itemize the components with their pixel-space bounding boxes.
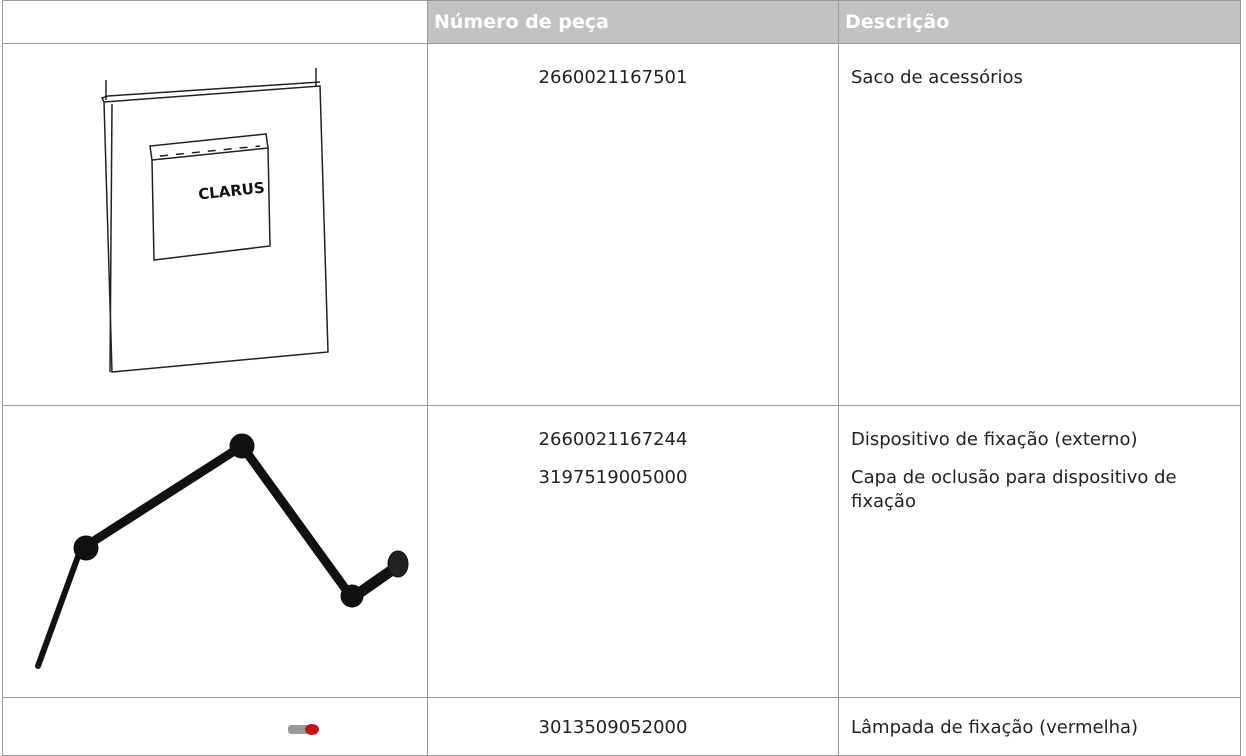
part-number: 3013509052000 [538, 717, 688, 738]
row: 2660021167501 Saco de acessórios [2, 43, 1241, 406]
bag-label: CLARUS [197, 179, 265, 204]
row: 2660021167244 3197519005000 Dispositivo … [2, 405, 1241, 698]
description: Saco de acessórios [851, 67, 1023, 88]
description: Capa de oclusão para dispositivo de fixa… [851, 467, 1177, 512]
lamp-drawing [288, 724, 319, 735]
description: Dispositivo de fixação (externo) [851, 429, 1138, 450]
part-number: 2660021167501 [538, 67, 688, 88]
part-number: 3197519005000 [538, 467, 688, 488]
row: 3013509052000 Lâmpada de fixação (vermel… [2, 697, 1241, 756]
part-number: 2660021167244 [538, 429, 688, 450]
bag-drawing: CLARUS [100, 68, 329, 373]
arm-drawing [35, 433, 409, 669]
header-cell [2, 0, 428, 44]
description-cell: Saco de acessórios [838, 43, 1241, 406]
image-cell [2, 43, 428, 406]
image-cell [2, 405, 428, 698]
part-cell: 3013509052000 [427, 697, 839, 756]
header-cell: Descrição [838, 0, 1241, 44]
description-cell: Dispositivo de fixação (externo) Capa de… [838, 405, 1241, 698]
description-cell: Lâmpada de fixação (vermelha) [838, 697, 1241, 756]
description: Lâmpada de fixação (vermelha) [851, 717, 1139, 738]
image-cell [2, 697, 428, 756]
